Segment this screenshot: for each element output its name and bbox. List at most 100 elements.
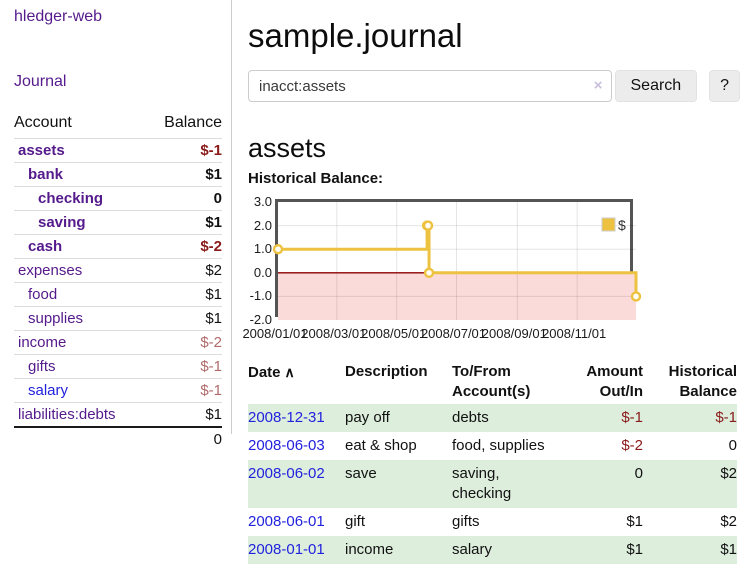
sort-ascending-icon: ∧ <box>284 364 295 380</box>
data-point-marker <box>422 220 434 231</box>
transaction-date-link[interactable]: 2008-01-01 <box>248 541 325 558</box>
account-link[interactable]: income <box>18 334 67 351</box>
account-link[interactable]: saving <box>38 214 86 231</box>
x-axis-tick-label: 2008/11/01 <box>542 326 607 341</box>
register-col-balance: Historical Balance <box>668 363 737 400</box>
transaction-balance: $2 <box>720 513 737 530</box>
search-button[interactable]: Search <box>614 70 698 102</box>
data-point-marker <box>272 244 284 255</box>
main-content: sample.journal × Search ? assets Histori… <box>242 0 740 582</box>
legend-swatch <box>601 217 616 232</box>
account-balance: $2 <box>146 258 222 283</box>
account-balance: $1 <box>146 402 222 427</box>
transaction-balance: $2 <box>720 465 737 482</box>
search-input[interactable] <box>248 70 612 102</box>
transaction-balance: $-1 <box>715 409 737 426</box>
transaction-description: income <box>345 541 394 558</box>
transaction-row: 2008-01-01 income salary $1 $1 <box>248 536 737 564</box>
account-balance: $1 <box>146 282 222 307</box>
transaction-row: 2008-06-01 gift gifts $1 $2 <box>248 508 737 536</box>
register-col-date[interactable]: Date ∧ <box>248 364 295 381</box>
register-header-row: Date ∧ Description To/From Account(s) Amo… <box>248 360 737 404</box>
account-balance: $1 <box>146 210 222 235</box>
y-axis-tick-label: 1.0 <box>253 241 272 257</box>
transaction-accounts: gifts <box>452 513 480 530</box>
account-balance: $-2 <box>146 234 222 259</box>
clear-search-icon[interactable]: × <box>593 77 603 94</box>
transaction-accounts: food, supplies <box>452 437 545 454</box>
transaction-date-link[interactable]: 2008-06-02 <box>248 465 325 482</box>
account-link[interactable]: salary <box>28 382 69 399</box>
accounts-total-spacer <box>14 426 147 451</box>
transaction-description: eat & shop <box>345 437 417 454</box>
account-row: checking 0 <box>14 186 222 211</box>
account-link[interactable]: checking <box>38 190 104 207</box>
account-link[interactable]: liabilities:debts <box>18 406 116 423</box>
account-link[interactable]: cash <box>28 238 63 255</box>
transaction-amount: $1 <box>626 541 643 558</box>
transaction-date-link[interactable]: 2008-06-01 <box>248 513 325 530</box>
legend-label: $ <box>618 217 626 233</box>
search-form: × Search ? <box>248 70 740 102</box>
accounts-total-row: 0 <box>14 426 222 451</box>
account-row: saving $1 <box>14 210 222 235</box>
data-point-marker <box>630 291 642 302</box>
account-balance: 0 <box>146 186 222 211</box>
transaction-balance: $1 <box>720 541 737 558</box>
sidebar-item-journal[interactable]: Journal <box>14 73 67 90</box>
accounts-header-row: Account Balance <box>14 112 222 139</box>
account-link[interactable]: assets <box>18 142 65 159</box>
account-link[interactable]: bank <box>28 166 64 183</box>
account-row: assets $-1 <box>14 139 222 163</box>
account-row: expenses $2 <box>14 258 222 283</box>
account-link[interactable]: food <box>28 286 58 303</box>
account-balance: $-1 <box>200 142 222 159</box>
y-axis-tick-label: -2.0 <box>249 312 272 327</box>
account-link[interactable]: expenses <box>18 262 83 279</box>
account-row: income $-2 <box>14 330 222 355</box>
transaction-row: 2008-12-31 pay off debts $-1 $-1 <box>248 404 737 432</box>
accounts-col-account: Account <box>14 112 147 139</box>
sidebar: hledger-web Journal Account Balance asse… <box>0 0 232 451</box>
account-link[interactable]: gifts <box>28 358 56 375</box>
account-balance: $1 <box>146 306 222 331</box>
help-button[interactable]: ? <box>709 70 740 102</box>
account-link[interactable]: supplies <box>28 310 84 327</box>
x-axis-tick-label: 2008/07/01 <box>420 326 487 341</box>
page-title: sample.journal <box>248 17 463 55</box>
account-page-title: assets <box>248 133 327 164</box>
accounts-total-value: 0 <box>146 426 222 451</box>
register-col-amount: Amount Out/In <box>586 363 643 400</box>
account-balance: $-1 <box>146 378 222 403</box>
transaction-date-link[interactable]: 2008-12-31 <box>248 409 325 426</box>
transaction-balance: 0 <box>728 437 737 454</box>
account-row: gifts $-1 <box>14 354 222 379</box>
transaction-amount: $-1 <box>621 409 643 426</box>
register-col-accounts: To/From Account(s) <box>452 363 531 400</box>
transaction-amount: $1 <box>626 513 643 530</box>
account-row: salary $-1 <box>14 378 222 403</box>
y-axis-tick-label: 2.0 <box>253 217 272 233</box>
data-point-marker <box>423 267 435 279</box>
transaction-row: 2008-06-03 eat & shop food, supplies $-2… <box>248 432 737 460</box>
transaction-description: save <box>345 465 377 482</box>
transaction-accounts: salary <box>452 541 493 558</box>
transaction-date-link[interactable]: 2008-06-03 <box>248 437 325 454</box>
x-axis-tick-label: 2008/05/01 <box>361 326 427 341</box>
register-table: Date ∧ Description To/From Account(s) Amo… <box>248 360 737 564</box>
x-axis-tick-label: 2008/03/01 <box>301 326 367 341</box>
app-brand-link[interactable]: hledger-web <box>14 8 103 25</box>
x-axis-tick-label: 2008/01/01 <box>242 326 308 341</box>
transaction-amount: $-2 <box>621 437 643 454</box>
transaction-row: 2008-06-02 save saving, checking 0 $2 <box>248 460 737 508</box>
x-axis-tick-label: 2008/09/01 <box>481 326 547 341</box>
historical-balance-chart: $3.0 2.0 1.0 0.0 -1.0 -2.0 2008/01/01 2008/03/0… <box>242 194 737 341</box>
account-row: bank $1 <box>14 162 222 187</box>
account-row: cash $-2 <box>14 234 222 259</box>
negative-region <box>278 272 636 320</box>
chart-plot-area: $ <box>272 199 642 320</box>
account-row: food $1 <box>14 282 222 307</box>
register-col-description: Description <box>345 363 428 380</box>
transaction-accounts: saving, checking <box>452 465 512 502</box>
chart-title: Historical Balance: <box>248 170 384 187</box>
